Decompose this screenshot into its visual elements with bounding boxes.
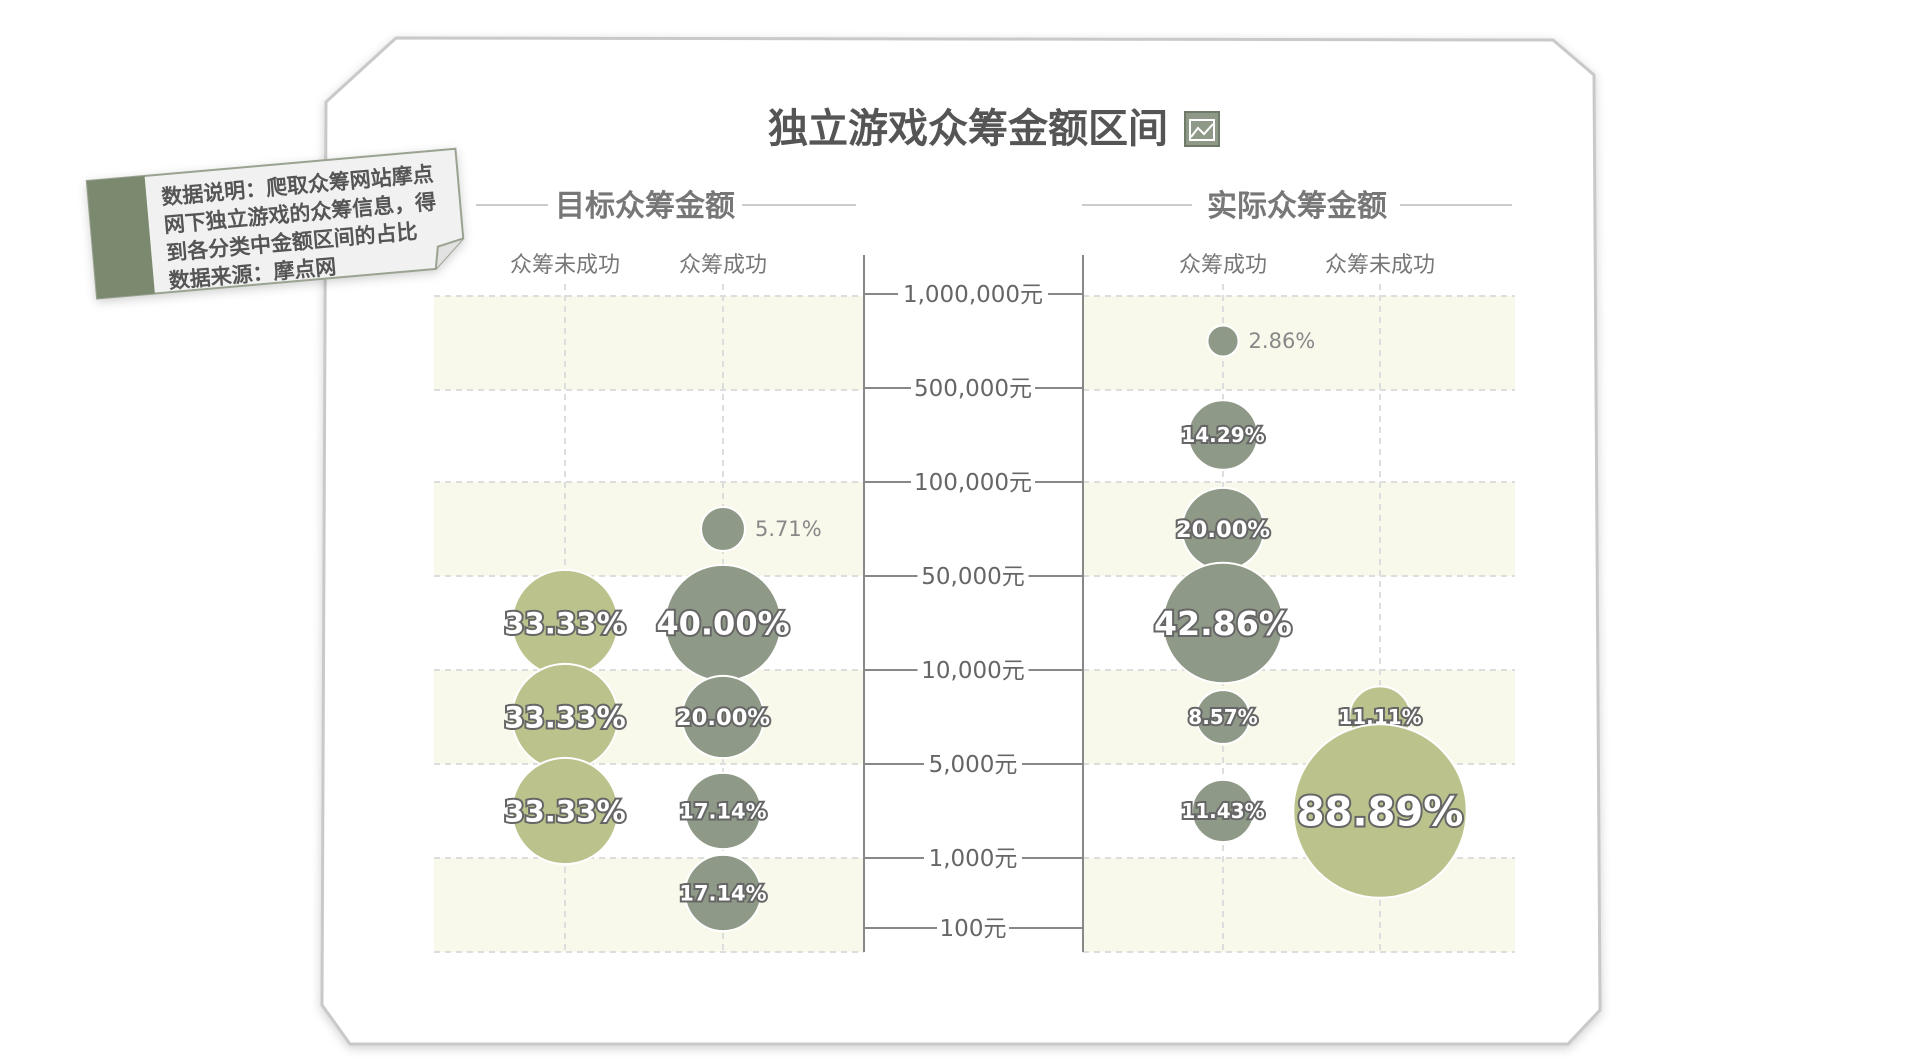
- bubble: 17.14%: [677, 771, 769, 851]
- background-band: [1083, 858, 1515, 952]
- right-chart-title: 实际众筹金额: [1207, 189, 1387, 224]
- info-note: 数据说明：爬取众筹网站摩点 网下独立游戏的众筹信息，得 到各分类中金额区间的占比…: [85, 147, 465, 300]
- bubble: 11.43%: [1179, 778, 1267, 844]
- bubble-label: 20.00%: [676, 705, 770, 731]
- bubble-label: 5.71%: [755, 517, 822, 541]
- bubble: 8.57%: [1186, 689, 1260, 745]
- y-tick-label: 100元: [940, 916, 1007, 942]
- left-col-label-success: 众筹成功: [679, 253, 767, 278]
- y-tick-label: 1,000,000元: [903, 282, 1043, 308]
- left-col-label-fail: 众筹未成功: [510, 253, 620, 278]
- bubble-circle: [1161, 561, 1285, 685]
- bubble-label: 20.00%: [1176, 517, 1270, 543]
- bubble-layer: 5.71% 40.00% 20.00% 17.14% 17.14% 33.33% 33.33…: [502, 324, 1468, 933]
- background-band: [434, 296, 864, 390]
- bubble: 20.00%: [674, 674, 772, 760]
- y-tick-label: 100,000元: [914, 470, 1032, 496]
- bubble-label: 42.86%: [1154, 604, 1292, 643]
- bubble-circle: [1190, 778, 1256, 844]
- left-section-header: 目标众筹金额: [476, 189, 856, 224]
- bubble-circle: [1187, 399, 1259, 471]
- card-background: [320, 36, 1602, 1046]
- bubble-label: 33.33%: [504, 607, 626, 641]
- bubble-label: 40.00%: [656, 605, 789, 643]
- bubble-label: 17.14%: [679, 800, 766, 824]
- bubble-circle: [510, 756, 620, 866]
- bubble-label: 2.86%: [1249, 329, 1316, 353]
- bubble: 33.33%: [502, 662, 628, 772]
- background-band: [1083, 670, 1515, 764]
- bubble-circle: [1292, 723, 1468, 899]
- bubble: 5.71%: [700, 506, 822, 552]
- bubble-label: 33.33%: [504, 795, 626, 829]
- y-tick-label: 5,000元: [929, 752, 1018, 778]
- bubble-label: 8.57%: [1188, 705, 1257, 729]
- y-tick-label: 10,000元: [921, 658, 1024, 684]
- bubble: 88.89%: [1292, 723, 1468, 899]
- bubble: 42.86%: [1152, 561, 1294, 685]
- background-bands: [434, 296, 1515, 952]
- background-band: [1083, 482, 1515, 576]
- bubble-circle: [680, 674, 766, 760]
- note-tab: [86, 175, 155, 299]
- right-col-label-success: 众筹成功: [1179, 253, 1267, 278]
- y-tick-label: 1,000元: [929, 846, 1018, 872]
- y-axis: 1,000,000元 500,000元 100,000元 50,000元 10,000元…: [863, 255, 1084, 952]
- background-band: [1083, 296, 1515, 390]
- bubble-label: 17.14%: [679, 882, 766, 906]
- bubble-circle: [700, 506, 746, 552]
- y-tick-label: 500,000元: [914, 376, 1032, 402]
- bubble-label: 88.89%: [1297, 789, 1464, 835]
- bubble: 33.33%: [502, 568, 628, 678]
- background-band: [434, 482, 864, 576]
- bubble: 14.29%: [1179, 399, 1267, 471]
- bubble-label: 11.43%: [1181, 799, 1264, 823]
- bubble-circle: [1195, 689, 1251, 745]
- bubble: 17.14%: [677, 853, 769, 933]
- left-chart-title: 目标众筹金额: [555, 189, 735, 224]
- bubble: 40.00%: [654, 563, 792, 683]
- background-band: [434, 670, 864, 764]
- y-tick-label: 50,000元: [921, 564, 1024, 590]
- background-band: [434, 858, 864, 952]
- page-title: 独立游戏众筹金额区间: [768, 106, 1168, 152]
- right-col-label-fail: 众筹未成功: [1325, 253, 1435, 278]
- note-fold: [434, 237, 464, 270]
- right-section-header: 实际众筹金额: [1082, 189, 1512, 224]
- bubble-circle: [683, 771, 763, 851]
- bubble: 2.86%: [1206, 324, 1316, 358]
- card: [320, 36, 1602, 1046]
- bubble: 20.00%: [1174, 486, 1272, 572]
- bubble-circle: [1206, 324, 1240, 358]
- bubble-label: 33.33%: [504, 701, 626, 735]
- bubble: 33.33%: [502, 756, 628, 866]
- bubble-circle: [683, 853, 763, 933]
- chart-icon: [1184, 111, 1220, 147]
- bubble-label: 14.29%: [1181, 423, 1264, 447]
